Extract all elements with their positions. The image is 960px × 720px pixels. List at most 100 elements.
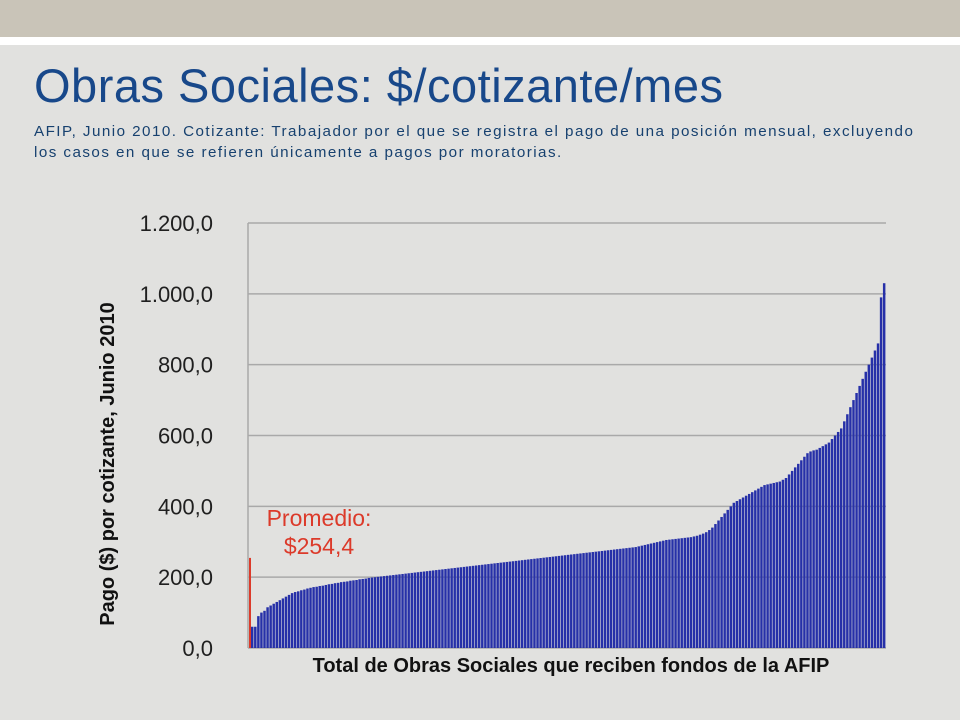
bar	[879, 297, 883, 649]
bar	[312, 587, 315, 648]
average-label-value: $254,4	[284, 533, 355, 559]
y-tick-label: 800,0	[158, 353, 213, 378]
bar	[297, 591, 300, 648]
bar	[266, 607, 269, 648]
slide-title: Obras Sociales: $/cotizante/mes	[34, 59, 724, 112]
bar	[603, 550, 607, 648]
bar	[769, 483, 772, 648]
bar	[490, 563, 493, 648]
bar	[744, 495, 748, 648]
bar	[376, 576, 380, 648]
bar	[846, 414, 849, 648]
bar	[542, 557, 545, 648]
bar	[422, 571, 426, 648]
bar	[662, 540, 665, 648]
bar	[652, 542, 656, 648]
bar	[321, 585, 325, 648]
bar	[352, 580, 355, 648]
bar	[597, 551, 601, 648]
bar	[287, 594, 291, 649]
bar	[392, 575, 395, 648]
bar	[643, 544, 647, 648]
bar	[882, 283, 886, 648]
bar	[533, 558, 536, 648]
bar	[751, 492, 754, 648]
bar	[772, 482, 775, 648]
bar	[671, 539, 674, 648]
bar	[573, 554, 576, 648]
bar	[438, 569, 441, 648]
bar	[723, 513, 726, 648]
bar	[520, 560, 524, 648]
bar	[683, 537, 687, 648]
bar	[797, 463, 800, 648]
bar	[585, 552, 588, 648]
bar	[471, 565, 475, 648]
bar	[674, 538, 677, 648]
bar	[496, 563, 499, 648]
bar	[609, 549, 613, 648]
bar	[594, 551, 598, 648]
bar	[404, 573, 407, 649]
bar	[447, 568, 450, 648]
bar	[536, 558, 539, 648]
bar	[824, 444, 828, 648]
y-tick-labels: 0,0 200,0 400,0 600,0 800,0 1.000,0 1.200,0	[140, 211, 213, 661]
bar	[478, 565, 481, 649]
bar	[858, 385, 861, 648]
bar	[428, 570, 432, 648]
bar	[336, 582, 340, 648]
bar	[741, 497, 745, 648]
bar	[649, 543, 653, 648]
bar	[625, 548, 628, 649]
bar	[355, 580, 358, 648]
bar	[330, 583, 334, 648]
bar	[708, 530, 711, 648]
bar	[293, 592, 297, 648]
bar	[263, 610, 266, 648]
bar	[680, 538, 683, 648]
bar	[588, 552, 591, 649]
bar	[827, 442, 831, 648]
bar	[395, 574, 398, 648]
bar	[763, 485, 766, 648]
bar	[711, 527, 714, 648]
bar	[686, 537, 690, 648]
bar	[435, 570, 438, 648]
bar	[389, 575, 392, 648]
bar	[634, 547, 637, 648]
bar	[425, 571, 429, 648]
bar	[729, 506, 733, 648]
bar	[343, 581, 346, 648]
bar	[815, 449, 818, 648]
bar	[732, 502, 736, 648]
bar	[570, 554, 573, 648]
bar	[413, 572, 417, 648]
bar	[582, 553, 585, 648]
bar	[692, 536, 696, 648]
bar	[579, 553, 582, 648]
bar	[398, 574, 401, 648]
bar	[278, 600, 282, 648]
bar	[514, 560, 518, 649]
bar	[855, 393, 858, 648]
y-axis-title: Pago ($) por cotizante, Junio 2010	[97, 302, 119, 625]
bar	[254, 626, 257, 648]
bar	[410, 572, 413, 648]
bar	[269, 605, 272, 648]
bar	[622, 548, 625, 648]
bar	[714, 524, 717, 648]
top-band	[0, 0, 960, 37]
bar	[493, 563, 496, 648]
bar	[324, 584, 328, 648]
bar	[873, 350, 877, 648]
bar	[385, 575, 389, 648]
bar	[539, 558, 542, 648]
bar	[754, 490, 757, 648]
bar	[787, 474, 791, 648]
bar	[511, 561, 515, 648]
bar	[450, 568, 453, 648]
bar	[382, 576, 386, 648]
bar	[600, 550, 604, 648]
